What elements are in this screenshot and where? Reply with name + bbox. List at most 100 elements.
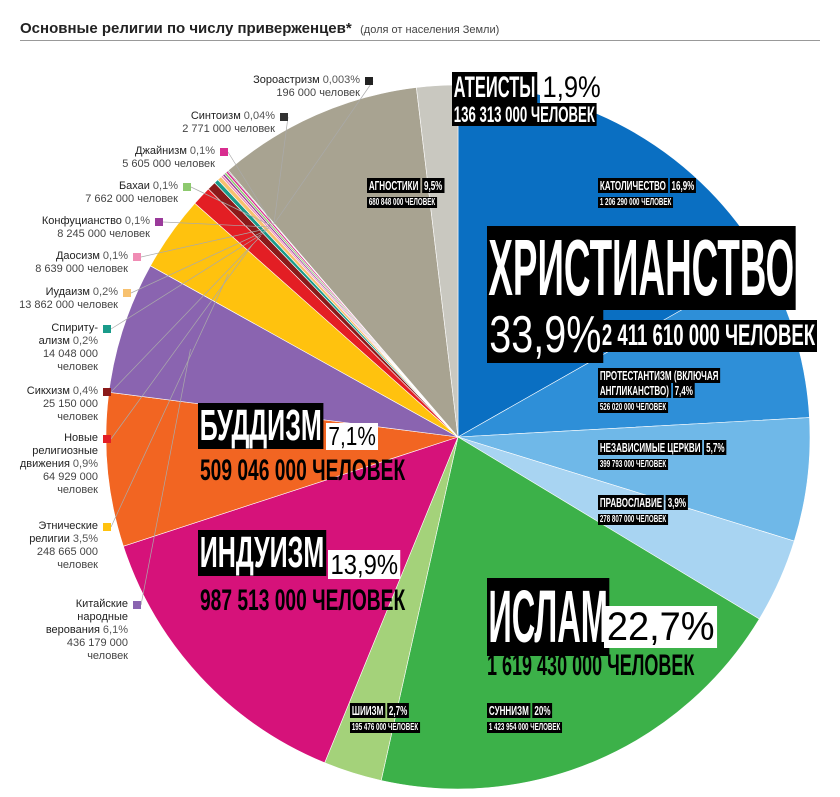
- slice-share: 16,9%: [669, 178, 697, 193]
- leader-line: [110, 232, 265, 330]
- slice-people: 25 150 000 человек: [42, 398, 98, 423]
- slice-people: 278 807 000 ЧЕЛОВЕК: [598, 514, 668, 525]
- slice-name: КАТОЛИЧЕСТВО: [598, 178, 668, 193]
- leader-line: [140, 348, 191, 606]
- slice-name: Бахаи: [118, 180, 150, 192]
- slice-label: НЕЗАВИСИМЫЕ ЦЕРКВИ 5,7% 399 793 000 ЧЕЛОВЕ…: [598, 440, 727, 471]
- slice-people: 1 206 290 000 ЧЕЛОВЕК: [598, 197, 674, 208]
- group-name: ИСЛАМ: [487, 575, 610, 658]
- outside-label: Сикхизм 0,4% 25 150 000 человек: [3, 385, 98, 424]
- chart-title: Основные религии по числу приверженцев*: [20, 20, 352, 37]
- slice-label: СУННИЗМ 20% 1 423 954 000 ЧЕЛОВЕК: [487, 703, 563, 734]
- swatch: [133, 601, 141, 609]
- slice-share: 7,1%: [326, 423, 379, 450]
- slice-people: 509 046 000 ЧЕЛОВЕК: [200, 454, 406, 487]
- slice-label: ШИИЗМ 2,7% 195 476 000 ЧЕЛОВЕК: [350, 703, 420, 734]
- header: Основные религии по числу приверженцев* …: [20, 20, 499, 38]
- slice-people: 14 048 000 человек: [42, 348, 98, 373]
- slice-share: 2,7%: [387, 703, 410, 718]
- leader-line: [110, 243, 254, 440]
- slice-share: 0,4%: [72, 385, 98, 397]
- swatch: [133, 253, 141, 261]
- slice-share: 0,003%: [322, 74, 360, 86]
- slice-share: 0,9%: [72, 458, 98, 470]
- slice-name: ПРАВОСЛАВИЕ: [598, 495, 664, 510]
- slice-name: Зороастризм: [253, 74, 320, 86]
- slice-people: 399 793 000 ЧЕЛОВЕК: [598, 459, 668, 470]
- slice-share: 0,1%: [189, 145, 215, 157]
- slice-name: Спириту- ализм: [38, 322, 98, 347]
- slice-label: КАТОЛИЧЕСТВО 16,9% 1 206 290 000 ЧЕЛОВЕК: [598, 178, 697, 209]
- slice-name: Новые религиозные движения: [19, 432, 98, 470]
- slice-people: 436 179 000 человек: [66, 637, 128, 662]
- slice-people: 526 020 000 ЧЕЛОВЕК: [598, 402, 668, 413]
- slice-share: 0,1%: [152, 180, 178, 192]
- slice-people: 987 513 000 ЧЕЛОВЕК: [200, 584, 406, 617]
- slice-people: 2 771 000 человек: [182, 123, 275, 135]
- slice-people: 248 665 000 человек: [36, 546, 98, 571]
- slice-people: 195 476 000 ЧЕЛОВЕК: [350, 722, 420, 733]
- swatch: [183, 183, 191, 191]
- swatch: [123, 289, 131, 297]
- slice-people: 680 848 000 ЧЕЛОВЕК: [367, 197, 437, 208]
- slice-name: ШИИЗМ: [350, 703, 386, 718]
- swatch: [103, 435, 111, 443]
- outside-label: Новые религиозные движения 0,9% 64 929 000…: [18, 432, 98, 497]
- outside-label: Китайские народные верования 6,1% 436 179 …: [38, 598, 128, 663]
- slice-name: Синтоизм: [190, 110, 241, 122]
- slice-name: Джайнизм: [135, 145, 187, 157]
- group-share: 22,7%: [604, 606, 718, 648]
- slice-name: Иудаизм: [45, 286, 90, 298]
- slice-people: 5 605 000 человек: [122, 158, 215, 170]
- slice-share: 20%: [532, 703, 553, 718]
- slice-name: ПРОТЕСТАНТИЗМ (ВКЛЮЧАЯ АНГЛИКАНСТВО): [598, 368, 721, 398]
- swatch: [103, 388, 111, 396]
- swatch: [280, 113, 288, 121]
- leader-line: [162, 221, 271, 228]
- slice-share: 0,1%: [124, 215, 150, 227]
- outside-label: Джайнизм 0,1% 5 605 000 человек: [95, 145, 215, 171]
- slice-people: 1 423 954 000 ЧЕЛОВЕК: [487, 722, 563, 733]
- outside-label: Конфуцианство 0,1% 8 245 000 человек: [10, 215, 150, 241]
- swatch: [103, 523, 111, 531]
- group-name: ХРИСТИАНСТВО: [487, 223, 796, 312]
- slice-share: 13,9%: [328, 550, 401, 579]
- outside-label: Даосизм 0,1% 8 639 000 человек: [8, 250, 128, 276]
- slice-people: 13 862 000 человек: [19, 299, 118, 311]
- slice-share: 3,5%: [72, 533, 98, 545]
- slice-share: 9,5%: [422, 178, 445, 193]
- group-people: 2 411 610 000 ЧЕЛОВЕК: [600, 319, 817, 352]
- outside-label: Иудаизм 0,2% 13 862 000 человек: [3, 286, 118, 312]
- outside-label: Бахаи 0,1% 7 662 000 человек: [58, 180, 178, 206]
- leader-line: [140, 227, 270, 258]
- slice-name: Китайские народные верования: [45, 598, 128, 636]
- slice-share: 0,2%: [72, 335, 98, 347]
- leader-line: [130, 229, 268, 294]
- slice-label: ПРАВОСЛАВИЕ 3,9% 278 807 000 ЧЕЛОВЕК: [598, 495, 688, 526]
- header-rule: [20, 40, 820, 41]
- outside-label: Синтоизм 0,04% 2 771 000 человек: [145, 110, 275, 136]
- leader-line: [273, 80, 374, 224]
- slice-name: Этнические религии: [29, 520, 98, 545]
- slice-share: 1,9%: [540, 72, 604, 104]
- pie-slice: [227, 87, 459, 438]
- slice-name: АГНОСТИКИ: [367, 178, 421, 193]
- swatch: [103, 325, 111, 333]
- swatch: [220, 148, 228, 156]
- slice-name: НЕЗАВИСИМЫЕ ЦЕРКВИ: [598, 440, 703, 455]
- slice-people: 8 245 000 человек: [57, 228, 150, 240]
- slice-name: БУДДИЗМ: [198, 401, 324, 450]
- pie-slice: [122, 436, 459, 764]
- leader-line: [227, 151, 274, 225]
- slice-share: 6,1%: [102, 624, 128, 636]
- leader-line: [190, 186, 272, 227]
- slice-share: 0,1%: [102, 250, 128, 262]
- leader-line: [110, 235, 262, 393]
- slice-share: 3,9%: [665, 495, 688, 510]
- slice-share: 7,4%: [672, 383, 695, 398]
- slice-name: СУННИЗМ: [487, 703, 531, 718]
- slice-label: АГНОСТИКИ 9,5% 680 848 000 ЧЕЛОВЕК: [367, 178, 445, 209]
- group-people: 1 619 430 000 ЧЕЛОВЕК: [487, 649, 695, 682]
- leader-line: [273, 116, 289, 224]
